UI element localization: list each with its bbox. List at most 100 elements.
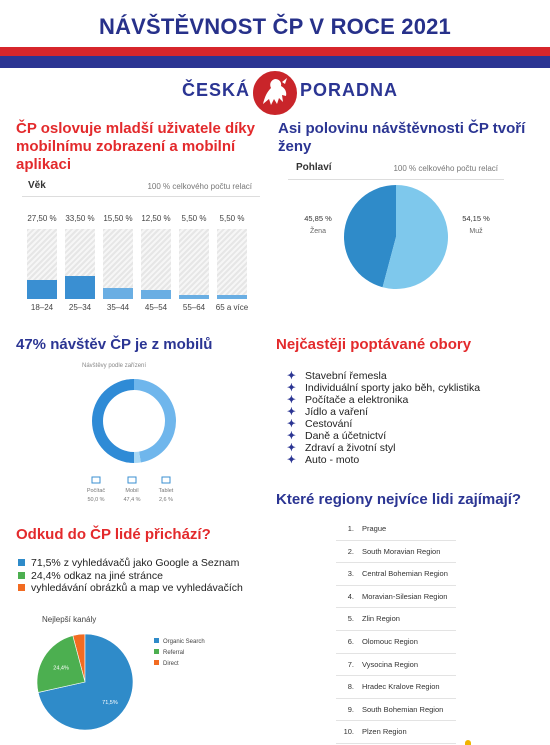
- age-category-label: 18–24: [30, 303, 54, 312]
- gender-value-label: 54,15 %: [462, 214, 490, 223]
- footer-dot: [465, 740, 471, 745]
- region-row: 4. Moravian-Silesian Region: [336, 586, 456, 609]
- age-category-label: 55–64: [182, 303, 206, 312]
- fields-list: ✦ Stavební řemesla ✦ Individuální sporty ja…: [287, 370, 537, 466]
- field-list-item: ✦ Auto - moto: [287, 454, 537, 466]
- age-bar: [141, 290, 171, 299]
- device-type-icon: [91, 476, 101, 484]
- field-list-item: ✦ Individuální sporty jako běh, cyklistik…: [287, 382, 537, 394]
- channel-legend-swatch: [154, 638, 159, 643]
- age-card: Věk 100 % celkového počtu relací 27,50 %…: [22, 174, 260, 326]
- plus-bullet-icon: ✦: [287, 442, 296, 454]
- region-rank: 1.: [347, 524, 354, 533]
- age-bar-track: [65, 229, 95, 299]
- region-row: 5. Zlin Region: [336, 608, 456, 631]
- field-list-item: ✦ Stavební řemesla: [287, 370, 537, 382]
- device-slice: [92, 379, 134, 463]
- gender-value-label: 45,85 %: [304, 214, 332, 223]
- gender-card-label: Pohlaví: [296, 162, 332, 173]
- region-rank: 6.: [347, 636, 354, 646]
- gender-category-label: Žena: [310, 226, 326, 235]
- region-rank: 8.: [347, 682, 354, 692]
- field-list-item: ✦ Počítače a elektronika: [287, 394, 537, 406]
- age-heading: ČP oslovuje mladší uživatele díky mobiln…: [16, 120, 255, 173]
- device-type-icon: [161, 476, 171, 484]
- region-name: Vysocina Region: [362, 659, 419, 669]
- device-value-label: 47,4 %: [123, 497, 140, 503]
- field-label: Daně a účetnictví: [305, 430, 387, 442]
- age-category-label: 45–54: [144, 303, 168, 312]
- field-label: Cestování: [305, 418, 353, 430]
- age-bar: [179, 295, 209, 299]
- region-name: Olomouc Region: [362, 636, 418, 646]
- regions-heading: Které regiony nejvíce lidi zajímají?: [276, 491, 522, 508]
- plus-bullet-icon: ✦: [287, 430, 296, 442]
- field-list-item: ✦ Jídlo a vaření: [287, 406, 537, 418]
- age-card-divider: [22, 196, 260, 197]
- source-bullets: 71,5% z vyhledávačů jako Google a Seznam…: [18, 557, 298, 595]
- plus-bullet-icon: ✦: [287, 418, 296, 430]
- device-category-label: Počítač: [87, 488, 106, 494]
- gender-slice-zena: [344, 185, 396, 288]
- region-rank: 5.: [347, 614, 354, 624]
- region-name: Plzen Region: [362, 727, 407, 737]
- source-bullet: 71,5% z vyhledávačů jako Google a Seznam: [18, 557, 298, 570]
- header-band-blue: [0, 56, 550, 68]
- legend-square-icon: [18, 584, 25, 591]
- logo: ČESKÁ PORADNA: [0, 69, 550, 117]
- channel-legend-swatch: [154, 649, 159, 654]
- age-bar-value-label: 5,50 %: [219, 214, 245, 223]
- region-rank: 10.: [343, 727, 354, 737]
- plus-bullet-icon: ✦: [287, 370, 296, 382]
- page-title: NÁVŠTĚVNOST ČP V ROCE 2021: [98, 14, 451, 39]
- field-list-item: ✦ Zdraví a životní styl: [287, 442, 537, 454]
- gender-category-label: Muž: [469, 228, 483, 235]
- age-bar-track: [103, 229, 133, 299]
- legend-square-icon: [18, 559, 25, 566]
- channel-value-label: 24,4%: [53, 665, 69, 671]
- source-bullet-text: 24,4% odkaz na jiné stránce: [31, 569, 163, 582]
- device-card-label: Návštěvy podle zařízení: [82, 363, 147, 369]
- gender-card-divider: [288, 179, 504, 180]
- region-rank: 2.: [347, 546, 354, 556]
- channel-slice: [37, 633, 134, 731]
- source-bullet: 24,4% odkaz na jiné stránce: [18, 570, 298, 583]
- channel-legend-label: Referral: [163, 650, 184, 656]
- age-category-label: 25–34: [68, 303, 92, 312]
- logo-text-left: ČESKÁ: [181, 80, 250, 100]
- device-donut: Počítač 50,0 % Mobil 47,4 % Tablet 2,6 %: [87, 379, 177, 503]
- age-bar: [103, 288, 133, 299]
- channels-card-label: Nejlepší kanály: [42, 615, 97, 624]
- region-row: 3. Central Bohemian Region: [336, 563, 456, 586]
- region-rank: 9.: [347, 704, 354, 714]
- legend-square-icon: [18, 571, 25, 579]
- device-card: Návštěvy podle zařízení Počítač 50,0 % Mob…: [60, 355, 210, 510]
- age-card-label: Věk: [28, 180, 46, 191]
- gender-heading: Asi polovinu návštěvnosti ČP tvoří ženy: [278, 120, 526, 155]
- gender-card-sub: 100 % celkového počtu relací: [393, 164, 498, 173]
- region-name: South Moravian Region: [362, 546, 441, 556]
- channels-pie: 71,5% 24,4% Organic Search Referral Direct: [36, 633, 205, 731]
- header-band-red: [0, 47, 550, 56]
- age-bar-value-label: 12,50 %: [141, 214, 171, 223]
- plus-bullet-icon: ✦: [287, 382, 296, 394]
- plus-bullet-icon: ✦: [287, 394, 296, 406]
- region-row: 2. South Moravian Region: [336, 541, 456, 564]
- device-type-icon: [127, 476, 137, 484]
- device-value-label: 2,6 %: [159, 497, 173, 503]
- logo-text-right: PORADNA: [300, 80, 399, 100]
- region-rank: 4.: [347, 591, 354, 601]
- device-category-label: Tablet: [159, 488, 174, 494]
- channel-value-label: 71,5%: [102, 700, 118, 706]
- field-label: Auto - moto: [305, 454, 360, 466]
- region-rank: 3.: [347, 569, 354, 579]
- region-row: 6. Olomouc Region: [336, 631, 456, 654]
- age-bar-value-label: 15,50 %: [103, 214, 133, 223]
- field-label: Zdraví a životní styl: [305, 442, 396, 454]
- field-list-item: ✦ Daně a účetnictví: [287, 430, 537, 442]
- plus-bullet-icon: ✦: [287, 454, 296, 466]
- fields-heading: Nejčastěji poptávané obory: [276, 336, 472, 353]
- channel-slice: [36, 635, 86, 693]
- age-bar-value-label: 27,50 %: [27, 214, 57, 223]
- source-bullet-text: 71,5% z vyhledávačů jako Google a Seznam: [31, 557, 240, 569]
